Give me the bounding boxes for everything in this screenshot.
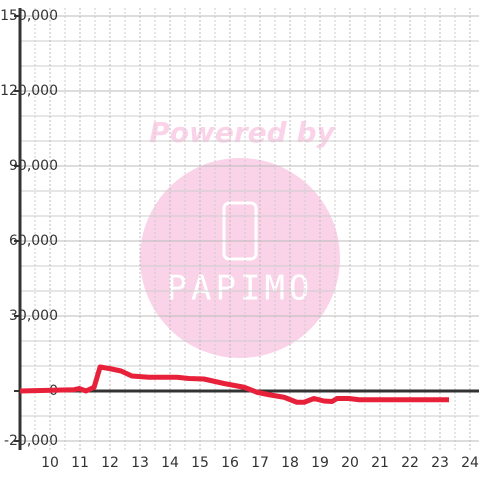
y-tick-label: 150,000 [0,8,58,24]
x-tick-label: 13 [131,455,149,471]
x-tick-label: 21 [371,455,389,471]
x-tick-label: 23 [431,455,449,471]
x-tick-label: 16 [221,455,239,471]
watermark-icon [222,201,258,261]
x-tick-label: 12 [101,455,119,471]
y-tick-label: 120,000 [0,83,58,99]
x-tick-label: 20 [341,455,359,471]
y-tick-label: -20,000 [4,433,58,449]
y-tick-label: 30,000 [9,308,58,324]
x-tick-label: 19 [311,455,329,471]
x-tick-label: 15 [191,455,209,471]
x-tick-label: 17 [251,455,269,471]
x-tick-label: 11 [71,455,89,471]
x-tick-label: 14 [161,455,179,471]
x-tick-label: 10 [41,455,59,471]
x-tick-label: 22 [401,455,419,471]
data-line [19,364,449,405]
y-tick-label: 60,000 [9,233,58,249]
x-tick-label: 24 [461,455,479,471]
watermark-top: Powered by [149,116,336,149]
watermark-label: PAPIMO [167,269,314,309]
y-tick-label: 90,000 [9,158,58,174]
x-tick-label: 18 [281,455,299,471]
